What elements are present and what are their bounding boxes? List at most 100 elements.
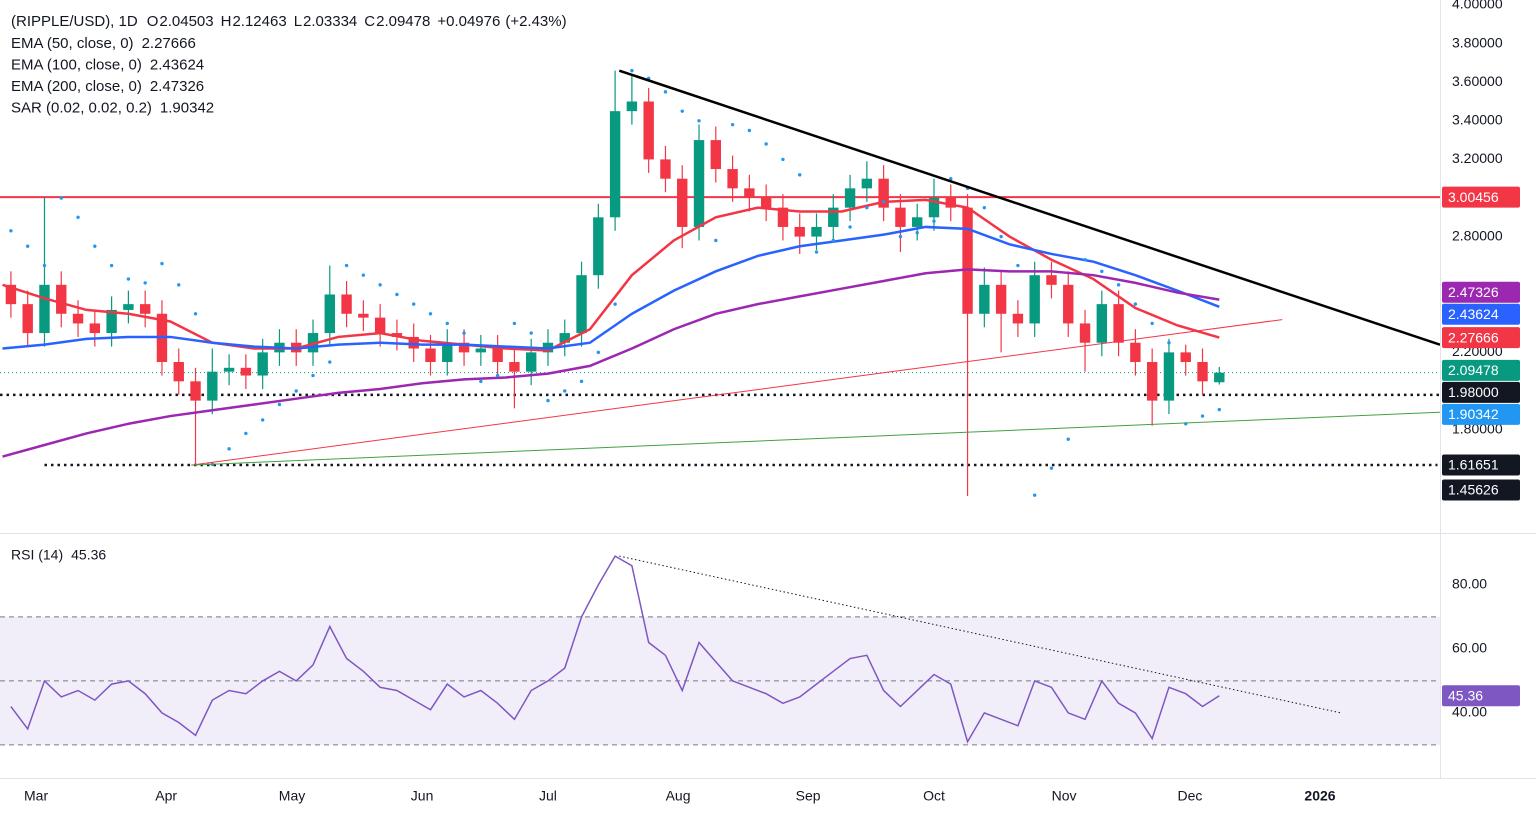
sar-dot bbox=[546, 398, 550, 403]
y-tick-label: 60.00 bbox=[1452, 640, 1487, 656]
legend-entry: EMA (100, close, 0) bbox=[11, 56, 142, 73]
sar-dot bbox=[1200, 414, 1205, 418]
sar-dot bbox=[764, 142, 768, 146]
sar-dot bbox=[814, 250, 819, 254]
price-tag-label: 2.43624 bbox=[1448, 306, 1499, 322]
sar-dot bbox=[1032, 493, 1037, 497]
candle-body bbox=[995, 284, 1007, 314]
ema-line bbox=[2, 225, 1220, 350]
sar-dot bbox=[982, 205, 987, 210]
y-tick-label: 40.00 bbox=[1452, 704, 1487, 720]
candle-body bbox=[56, 284, 67, 314]
x-tick-label: 2026 bbox=[1304, 788, 1335, 804]
candle-body bbox=[1130, 342, 1141, 363]
sar-dot bbox=[613, 302, 617, 306]
price-tag bbox=[1442, 359, 1520, 381]
candle-body bbox=[89, 323, 101, 334]
ohlc-value: 2.04503 bbox=[159, 13, 213, 30]
legend-value: 2.47326 bbox=[150, 78, 204, 95]
sar-dot bbox=[1217, 407, 1222, 412]
sar-dot bbox=[361, 273, 366, 277]
change: +0.04976 bbox=[437, 13, 500, 30]
sar-dot bbox=[512, 321, 517, 326]
sar-dot bbox=[412, 302, 416, 306]
price-pane bbox=[0, 68, 1440, 497]
trend-line bbox=[618, 69, 1440, 346]
candle-body bbox=[475, 348, 487, 353]
price-tag bbox=[1442, 403, 1520, 425]
price-tag bbox=[1442, 303, 1520, 325]
candle-body bbox=[677, 178, 688, 227]
change-pct: (+2.43%) bbox=[505, 13, 566, 30]
candle-body bbox=[626, 101, 638, 112]
candle-body bbox=[794, 226, 805, 237]
ema-line bbox=[2, 268, 1220, 458]
candle-body bbox=[878, 178, 889, 208]
sar-dot bbox=[730, 122, 735, 127]
sar-dot bbox=[93, 244, 97, 248]
trend-line bbox=[191, 319, 1283, 466]
sar-dot bbox=[999, 234, 1003, 239]
price-tag-label: 2.47326 bbox=[1448, 284, 1499, 300]
sar-dot bbox=[1016, 263, 1020, 268]
candle-body bbox=[1096, 304, 1108, 343]
candle-body bbox=[190, 381, 201, 401]
ohlc-letter: H bbox=[221, 13, 232, 30]
legend-entry: EMA (50, close, 0) bbox=[11, 35, 134, 52]
sar-dot bbox=[529, 331, 533, 335]
ohlc-letter: O bbox=[147, 13, 159, 30]
sar-dot bbox=[25, 244, 30, 248]
price-tag bbox=[1442, 186, 1520, 208]
sar-dot bbox=[244, 431, 248, 436]
price-tag bbox=[1442, 327, 1520, 349]
sar-dot bbox=[462, 331, 466, 335]
x-tick-label: Jul bbox=[539, 788, 557, 804]
legend-entry: SAR (0.02, 0.02, 0.2) bbox=[11, 99, 152, 116]
y-tick-label: 3.60000 bbox=[1452, 73, 1503, 89]
candle-body bbox=[693, 140, 705, 227]
sar-dot bbox=[898, 234, 903, 239]
sar-dot bbox=[277, 402, 282, 407]
sar-dot bbox=[881, 200, 886, 204]
candle-body bbox=[962, 207, 973, 314]
sar-dot bbox=[630, 68, 634, 73]
candle-body bbox=[861, 178, 873, 189]
sar-dot bbox=[1100, 269, 1104, 274]
sar-dot bbox=[831, 238, 835, 243]
sar-dot bbox=[798, 173, 802, 177]
sar-dot bbox=[865, 205, 869, 210]
sar-dot bbox=[781, 157, 785, 162]
price-tag-label: 45.36 bbox=[1448, 687, 1483, 703]
sar-dot bbox=[1133, 302, 1138, 306]
candle-body bbox=[979, 284, 990, 314]
y-tick-label: 3.20000 bbox=[1452, 150, 1503, 166]
rsi-line bbox=[10, 555, 1220, 744]
candle-body bbox=[710, 140, 722, 170]
candle-body bbox=[240, 367, 252, 376]
x-tick-label: Nov bbox=[1052, 788, 1077, 804]
x-tick-label: May bbox=[279, 788, 305, 804]
x-tick-label: Jun bbox=[411, 788, 434, 804]
candle-body bbox=[1046, 275, 1057, 285]
sar-dot bbox=[395, 292, 399, 297]
candle-body bbox=[844, 188, 856, 208]
candle-body bbox=[173, 362, 184, 382]
legend-value: 2.27666 bbox=[142, 35, 196, 52]
price-tag-label: 2.09478 bbox=[1448, 362, 1499, 378]
price-tag bbox=[1442, 685, 1520, 707]
sar-dot bbox=[563, 389, 567, 393]
candle-body bbox=[458, 342, 470, 353]
x-tick-label: Oct bbox=[923, 788, 945, 804]
candle-body bbox=[1180, 352, 1191, 363]
y-tick-label: 4.00000 bbox=[1452, 0, 1503, 12]
candle-body bbox=[559, 333, 570, 343]
candle-body bbox=[576, 275, 587, 334]
sar-dot bbox=[378, 283, 382, 287]
price-tag-label: 1.90342 bbox=[1448, 406, 1499, 422]
candle-body bbox=[1113, 304, 1124, 343]
price-tag-label: 1.61651 bbox=[1448, 457, 1499, 473]
sar-dot bbox=[260, 418, 265, 422]
sar-dot bbox=[76, 215, 80, 219]
candle-body bbox=[660, 159, 671, 179]
candle-body bbox=[425, 348, 436, 363]
